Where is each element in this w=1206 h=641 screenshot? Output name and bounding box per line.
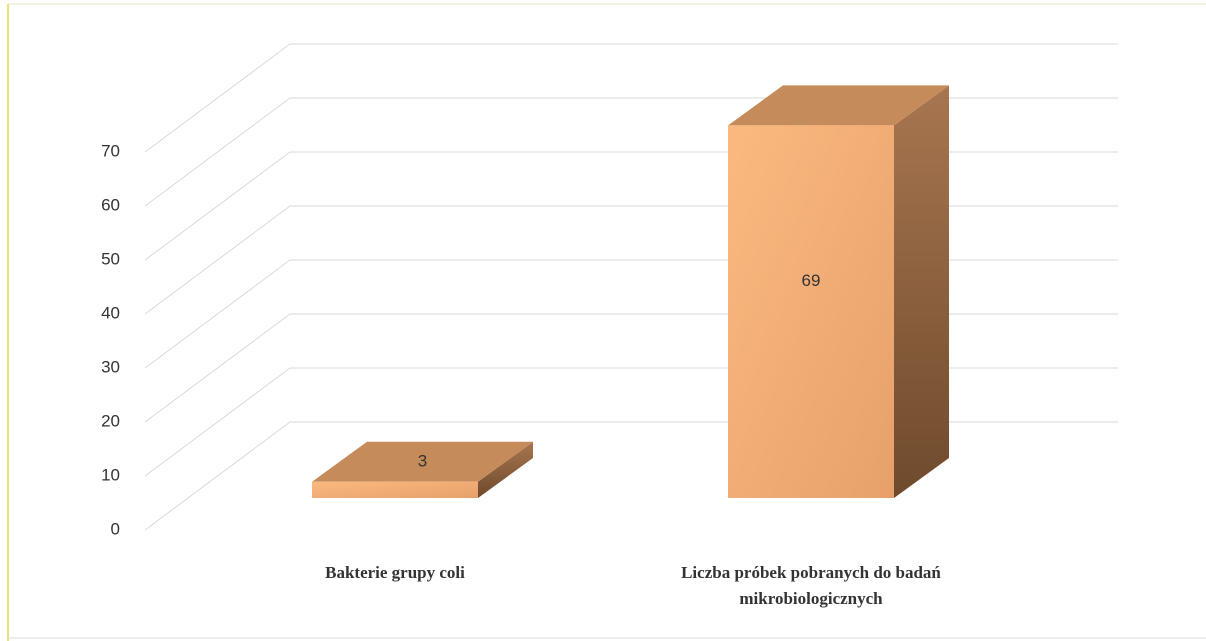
bar-side xyxy=(478,441,533,498)
bar-side xyxy=(894,85,949,499)
bar xyxy=(728,125,894,499)
y-tick-label: 70 xyxy=(101,141,120,160)
bar-top xyxy=(312,441,533,482)
bar xyxy=(312,481,478,498)
value-label: 69 xyxy=(802,271,821,290)
y-tick-label: 30 xyxy=(101,357,120,376)
grid-line-diagonal xyxy=(144,151,291,261)
y-tick-label: 50 xyxy=(101,249,120,268)
y-tick-label: 60 xyxy=(101,195,120,214)
y-tick-label: 40 xyxy=(101,303,120,322)
y-tick-label: 20 xyxy=(101,411,120,430)
grid-line-diagonal xyxy=(144,367,291,477)
grid-line-diagonal xyxy=(144,205,291,315)
value-label: 3 xyxy=(418,451,427,470)
x-tick-label: Bakterie grupy coli xyxy=(325,563,465,582)
y-tick-label: 10 xyxy=(101,465,120,484)
bar-top xyxy=(728,85,949,126)
grid-line-diagonal xyxy=(144,259,291,369)
grid-line-diagonal xyxy=(144,97,291,207)
x-tick-label: Liczba próbek pobranych do badań mikrobi… xyxy=(681,563,941,608)
y-tick-label: 0 xyxy=(111,519,120,538)
grid-line-diagonal xyxy=(144,43,291,153)
grid-line-diagonal xyxy=(144,313,291,423)
grid-line-diagonal xyxy=(144,421,291,531)
